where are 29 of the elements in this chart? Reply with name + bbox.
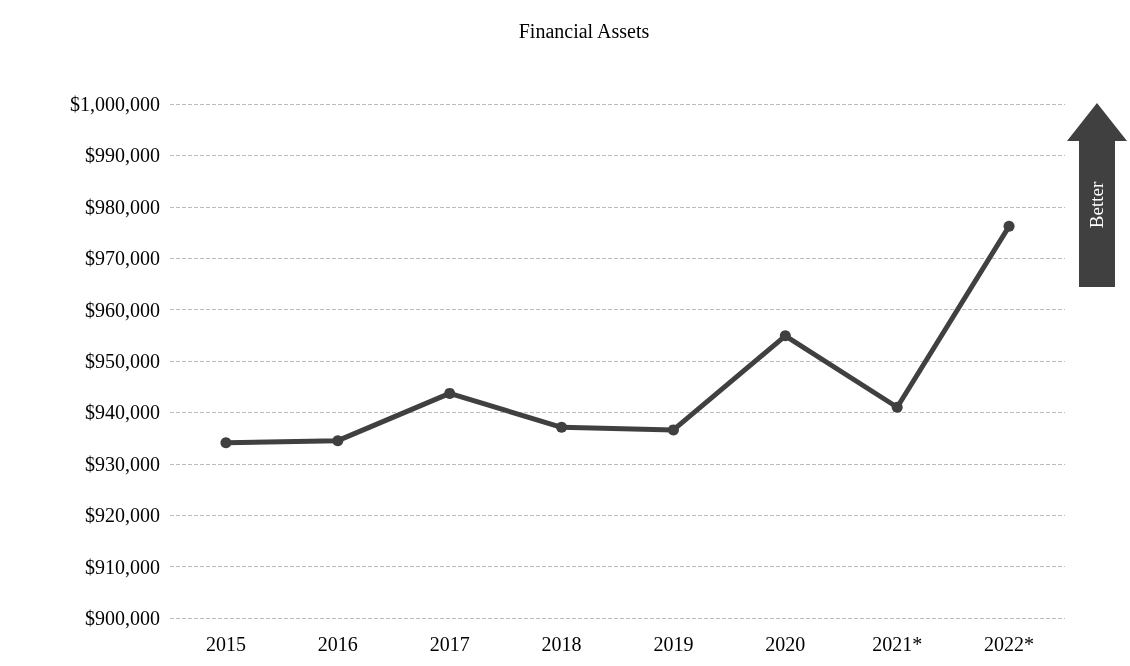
point: [556, 421, 568, 433]
x-tick-label: 2022*: [984, 633, 1035, 655]
y-tick-label: $970,000: [85, 247, 160, 270]
point: [332, 435, 344, 447]
point: [444, 387, 456, 399]
point: [779, 330, 791, 342]
y-tick-label: $920,000: [85, 504, 160, 527]
x-tick-label: 2020: [765, 633, 806, 655]
x-tick-label: 2017: [429, 633, 470, 655]
point: [1003, 220, 1015, 232]
y-tick-label: $930,000: [85, 452, 160, 475]
point: [220, 437, 232, 449]
y-tick-label: $900,000: [85, 607, 160, 629]
text: Better: [1086, 181, 1108, 229]
y-tick-label: $990,000: [85, 144, 160, 167]
point: [891, 401, 903, 413]
y-tick-label: $950,000: [85, 350, 160, 372]
y-tick-label: $1,000,000: [70, 93, 160, 115]
y-tick-label: $980,000: [85, 195, 160, 218]
x-tick-label: 2019: [653, 633, 694, 655]
x-tick-label: 2021*: [872, 633, 923, 655]
chart-title: Financial Assets: [518, 20, 650, 42]
y-tick-label: $940,000: [85, 401, 160, 424]
x-tick-label: 2015: [205, 633, 246, 655]
x-tick-label: 2018: [541, 633, 582, 655]
point: [667, 424, 679, 436]
y-tick-label: $960,000: [85, 298, 160, 321]
y-tick-label: $910,000: [85, 555, 160, 578]
x-tick-label: 2016: [317, 633, 358, 655]
